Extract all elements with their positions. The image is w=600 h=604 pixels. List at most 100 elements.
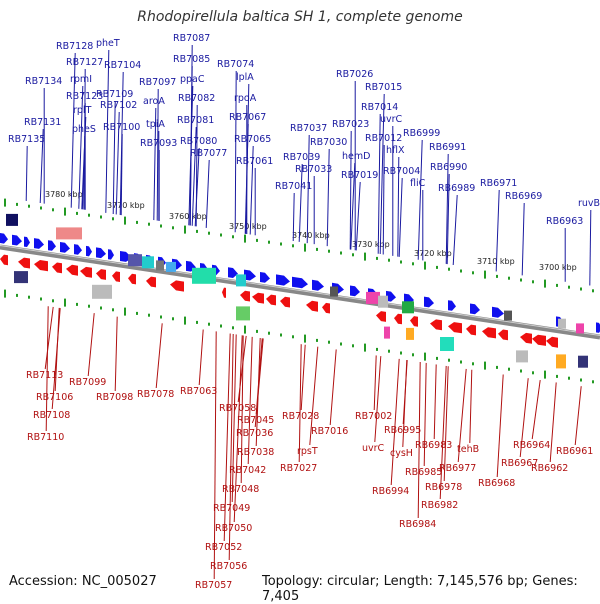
reverse-gene [52,262,62,274]
reverse-gene [266,294,276,306]
forward-gene-label: tpiA [146,119,165,130]
forward-gene [596,322,600,333]
backbone-line [0,244,600,340]
forward-gene-label: RB7065 [234,134,271,145]
reverse-leader [443,366,449,482]
tick-mark [136,311,138,315]
tick-mark [292,244,294,248]
reverse-gene [430,319,442,331]
reverse-gene-label: RB7057 [195,580,232,591]
feature-block [402,301,414,314]
tick-mark [508,367,510,371]
reverse-leader [298,344,302,463]
forward-gene-label: pheS [72,124,96,135]
reverse-leader [439,365,447,500]
reverse-leader [198,329,204,386]
reverse-gene-label: RB7027 [280,463,317,474]
tick-mark [76,211,78,215]
tick-mark [520,278,522,282]
reverse-gene-label: RB7049 [213,503,250,514]
reverse-gene [0,254,8,266]
tick-mark [4,198,6,207]
reverse-leader [51,307,61,410]
tick-mark [340,251,342,255]
forward-gene-label: rpmI [70,74,92,85]
reverse-gene [34,260,48,272]
feature-block [440,337,454,351]
tick-mark [28,204,30,208]
feature-block [516,350,528,363]
tick-mark [352,344,354,348]
reverse-gene-label: RB6962 [531,463,568,474]
forward-leader [188,85,194,226]
tick-mark [400,260,402,264]
forward-leader [205,159,210,228]
forward-gene-label: aroA [143,96,165,107]
reverse-gene-label: RB7052 [205,542,242,553]
forward-gene-label: RB7102 [100,100,137,111]
reverse-gene-label: rpsT [297,446,318,457]
lower-tick-row [4,289,594,384]
forward-gene-label: RB7004 [383,166,420,177]
reverse-gene-label: RB6967 [501,458,538,469]
tick-mark [352,253,354,257]
reverse-gene-label: RB6977 [439,463,476,474]
tick-mark [88,213,90,217]
tick-mark [112,308,114,312]
reverse-leader [549,382,557,463]
tick-mark [412,262,414,266]
gene-features [0,213,600,369]
map-title: Rhodopirellula baltica SH 1, complete ge… [137,9,463,25]
tick-mark [268,331,270,335]
tick-mark [388,258,390,262]
forward-leader [495,189,500,272]
backbone-highlight [0,245,600,336]
scale-label: 3700 kbp [539,263,577,272]
reverse-gene-label: RB7058 [219,403,256,414]
reverse-gene-label: RB7063 [180,386,217,397]
forward-gene-label: RB7033 [295,164,332,175]
forward-gene-label: RB7081 [177,115,214,126]
tick-mark [460,269,462,273]
feature-block [142,256,154,269]
reverse-gene-label: RB7028 [282,411,319,422]
forward-gene-label: RB7041 [275,181,312,192]
forward-gene-label: ruvB [578,198,600,209]
forward-gene [276,274,290,286]
tick-mark [268,240,270,244]
forward-leader [25,145,28,201]
forward-gene [86,245,92,257]
accession-text: Accession: NC_005027 [9,574,157,589]
tick-mark [208,231,210,235]
forward-gene [260,272,270,283]
forward-gene-label: RB7097 [139,77,176,88]
forward-leader [39,128,44,204]
tick-mark [532,280,534,284]
reverse-gene [128,273,136,285]
forward-leader [521,202,525,276]
forward-leader [349,130,352,250]
tick-mark [520,369,522,373]
reverse-gene-label: RB6995 [384,425,421,436]
tick-mark [232,326,234,330]
reverse-leader [223,333,231,542]
reverse-gene [96,269,106,280]
forward-gene-label: RB7023 [332,119,369,130]
forward-gene-label: RB7135 [8,134,45,145]
tick-mark [148,222,150,226]
reverse-leader [496,374,504,478]
reverse-gene-label: RB7056 [210,561,247,572]
forward-gene-label: RB7030 [310,137,347,148]
reverse-gene-label: RB7016 [311,426,348,437]
feature-block [578,355,588,368]
forward-gene-label: RB7080 [180,136,217,147]
tick-mark [160,224,162,228]
forward-leader [249,145,254,235]
tick-mark [100,306,102,310]
forward-gene-label: hemD [342,151,370,162]
reverse-gene-label: uvrC [362,443,385,454]
feature-block [378,295,388,308]
tick-mark [184,225,186,234]
tick-mark [496,274,498,278]
forward-leader [70,52,76,208]
